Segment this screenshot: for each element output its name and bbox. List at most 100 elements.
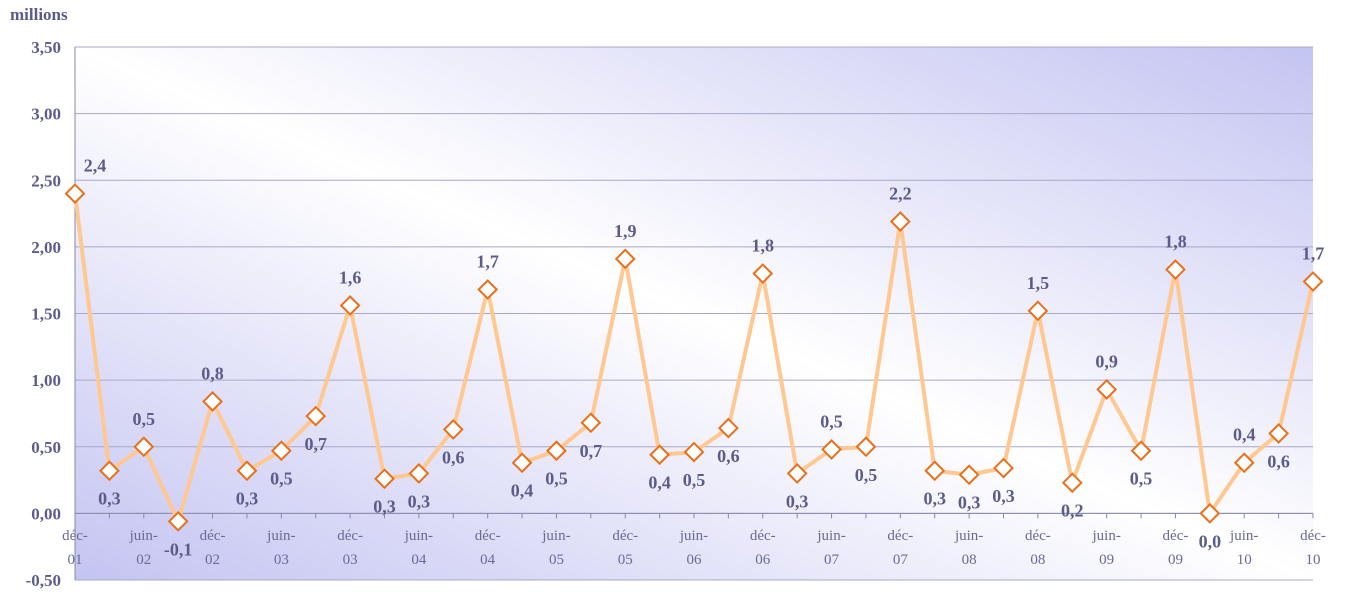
x-tick-label: juin- 03: [266, 528, 295, 568]
x-tick-label-line: juin-: [1091, 528, 1120, 544]
y-axis-title: millions: [10, 5, 68, 24]
x-tick-label-line: 09: [1099, 552, 1114, 568]
x-tick-label-line: déc-: [1163, 528, 1189, 544]
x-tick-label: déc- 07: [887, 528, 913, 568]
data-label: 0,0: [1199, 531, 1222, 551]
data-label: 2,2: [889, 184, 912, 204]
x-tick-label-line: déc-: [1025, 528, 1051, 544]
data-marker: [305, 405, 327, 427]
data-marker: [339, 295, 361, 316]
data-label: 0,3: [786, 491, 809, 511]
x-tick-label: juin- 02: [129, 528, 158, 568]
y-tick-label: 0,50: [31, 438, 61, 457]
data-marker: [993, 457, 1014, 479]
y-tick-label: 3,50: [31, 38, 61, 57]
data-marker: [889, 211, 911, 232]
data-label: 0,3: [98, 489, 121, 509]
data-marker: [98, 460, 120, 482]
data-label: 0,7: [304, 434, 327, 454]
x-tick-label: juin- 05: [541, 528, 570, 568]
data-marker: [477, 279, 499, 300]
data-marker: [821, 439, 842, 460]
data-label: 0,4: [1233, 425, 1256, 445]
data-marker: [855, 436, 877, 458]
x-tick-label-line: 03: [343, 552, 358, 568]
y-tick-label: 2,00: [31, 238, 61, 257]
data-marker: [1199, 502, 1221, 524]
x-tick-label-line: 07: [893, 552, 909, 568]
x-tick-label-line: juin-: [954, 528, 983, 544]
x-tick-label: juin- 04: [404, 528, 433, 568]
data-marker: [374, 468, 395, 490]
data-marker: [1302, 271, 1324, 292]
y-tick-label: 3,00: [31, 105, 61, 124]
x-tick-label-line: 05: [618, 552, 633, 568]
data-marker: [408, 462, 430, 484]
data-label: 0,6: [442, 447, 465, 467]
x-tick-label-line: 06: [687, 552, 703, 568]
data-label: 0,5: [1130, 469, 1153, 489]
y-tick-label: 1,50: [31, 305, 61, 324]
x-tick-label: déc- 10: [1300, 528, 1326, 568]
x-tick-label: déc- 01: [62, 528, 88, 568]
data-marker: [442, 419, 464, 440]
x-tick-label: juin- 09: [1091, 528, 1120, 568]
data-marker: [1096, 379, 1118, 400]
x-tick-label-line: 02: [205, 552, 220, 568]
x-tick-label-line: 07: [824, 552, 840, 568]
data-label: 0,5: [820, 411, 843, 431]
data-marker: [649, 444, 671, 466]
data-marker: [1165, 259, 1186, 280]
data-marker: [1268, 423, 1290, 444]
x-tick-label-line: 08: [962, 552, 977, 568]
x-tick-label-line: déc-: [1300, 528, 1326, 544]
data-label: 0,3: [236, 489, 259, 509]
data-label: 0,5: [683, 470, 706, 490]
x-tick-label: juin- 08: [954, 528, 983, 568]
x-tick-label: juin- 06: [679, 528, 708, 568]
data-marker: [64, 183, 86, 204]
x-tick-label-line: juin-: [679, 528, 708, 544]
x-tick-label: déc- 02: [200, 528, 226, 568]
x-tick-label-line: 01: [68, 552, 83, 568]
data-label: 0,3: [408, 491, 431, 511]
data-label: 0,3: [373, 497, 396, 517]
y-tick-label: 2,50: [31, 171, 61, 190]
data-label: 0,9: [1095, 351, 1118, 371]
data-marker: [786, 462, 808, 484]
data-label: 1,5: [1027, 273, 1050, 293]
x-tick-label: juin- 10: [1229, 528, 1258, 568]
x-tick-label: déc- 04: [475, 528, 501, 568]
x-tick-label-line: 03: [274, 552, 289, 568]
data-marker: [133, 436, 155, 458]
x-tick-label: déc- 09: [1163, 528, 1189, 568]
data-marker: [202, 391, 223, 412]
data-label: 2,4: [84, 156, 107, 176]
data-label: 1,6: [339, 268, 362, 288]
data-marker: [236, 460, 258, 482]
data-marker: [958, 464, 980, 486]
y-tick-label: -0,50: [26, 571, 61, 590]
x-tick-label-line: 05: [549, 552, 564, 568]
x-tick-label-line: déc-: [337, 528, 363, 544]
data-marker: [511, 452, 533, 474]
data-marker: [924, 460, 946, 482]
data-marker: [1233, 452, 1255, 474]
data-label: 0,3: [992, 486, 1015, 506]
data-label: 0,8: [201, 363, 224, 383]
x-tick-label: juin- 07: [816, 528, 845, 568]
x-tick-label-line: déc-: [887, 528, 913, 544]
data-marker: [270, 440, 292, 462]
data-marker: [167, 510, 189, 532]
y-tick-label: 0,00: [31, 504, 61, 523]
data-label: 0,5: [855, 465, 878, 485]
y-tick-label: 1,00: [31, 371, 61, 390]
data-marker: [1027, 300, 1049, 322]
data-label: 0,4: [648, 473, 671, 493]
x-tick-label-line: 04: [480, 552, 496, 568]
data-label: 1,8: [752, 236, 775, 256]
x-tick-label-line: juin-: [541, 528, 570, 544]
data-label: 1,7: [1302, 244, 1325, 264]
data-marker: [614, 248, 636, 270]
